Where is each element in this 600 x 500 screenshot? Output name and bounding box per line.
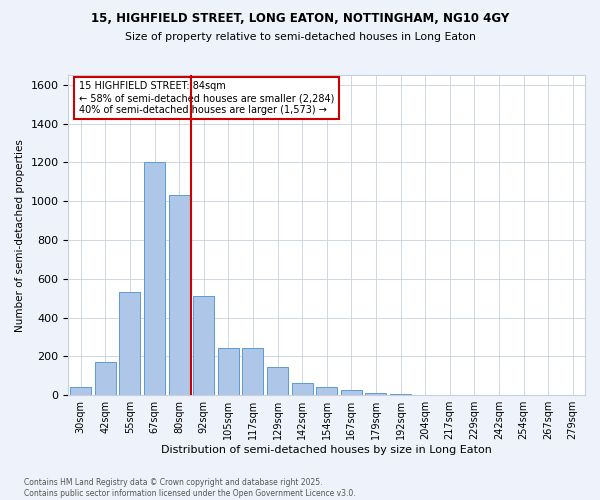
Text: 15 HIGHFIELD STREET: 84sqm
← 58% of semi-detached houses are smaller (2,284)
40%: 15 HIGHFIELD STREET: 84sqm ← 58% of semi… [79, 82, 334, 114]
Bar [341, 390, 362, 395]
Bar [390, 394, 411, 395]
Bar [193, 296, 214, 395]
Bar [267, 367, 288, 395]
Bar [365, 394, 386, 395]
Bar [292, 382, 313, 395]
Bar [70, 388, 91, 395]
Bar [144, 162, 165, 395]
Text: 15, HIGHFIELD STREET, LONG EATON, NOTTINGHAM, NG10 4GY: 15, HIGHFIELD STREET, LONG EATON, NOTTIN… [91, 12, 509, 26]
Text: Contains HM Land Registry data © Crown copyright and database right 2025.
Contai: Contains HM Land Registry data © Crown c… [24, 478, 356, 498]
Bar [316, 388, 337, 395]
Bar [218, 348, 239, 395]
X-axis label: Distribution of semi-detached houses by size in Long Eaton: Distribution of semi-detached houses by … [161, 445, 492, 455]
Bar [119, 292, 140, 395]
Bar [242, 348, 263, 395]
Text: Size of property relative to semi-detached houses in Long Eaton: Size of property relative to semi-detach… [125, 32, 475, 42]
Bar [169, 196, 190, 395]
Bar [95, 362, 116, 395]
Y-axis label: Number of semi-detached properties: Number of semi-detached properties [15, 138, 25, 332]
